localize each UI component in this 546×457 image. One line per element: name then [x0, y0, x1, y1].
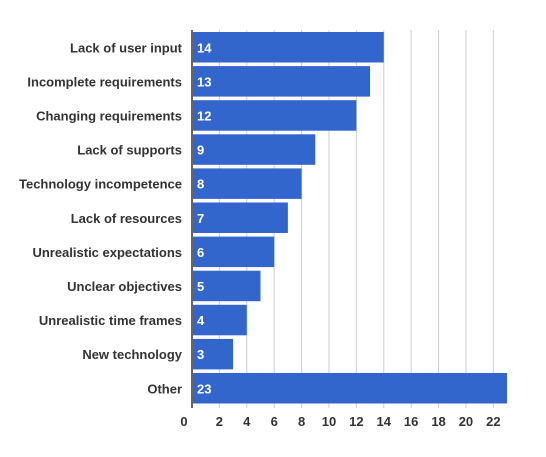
- bar-6: [193, 236, 275, 268]
- data-label-5: 7: [197, 211, 204, 226]
- category-label-2: Changing requirements: [36, 108, 182, 123]
- axis-layer: 0 2 4 6 8 10 12 14 16 18 20 22: [180, 30, 501, 429]
- data-label-3: 9: [197, 143, 204, 158]
- data-label-4: 8: [197, 177, 204, 192]
- bar-8: [193, 304, 247, 336]
- data-label-10: 23: [197, 381, 211, 396]
- x-tick-label-8: 8: [298, 414, 305, 429]
- category-label-1: Incomplete requirements: [27, 74, 182, 89]
- x-tick-label-22: 22: [486, 414, 500, 429]
- category-label-0: Lack of user input: [70, 40, 183, 55]
- x-tick-label-14: 14: [377, 414, 392, 429]
- data-label-7: 5: [197, 279, 204, 294]
- bar-0: [193, 32, 384, 63]
- category-label-3: Lack of supports: [77, 143, 182, 158]
- bar-7: [193, 270, 261, 302]
- x-tick-label-16: 16: [404, 414, 418, 429]
- bar-layer: [193, 32, 508, 404]
- data-label-6: 6: [197, 245, 204, 260]
- x-tick-label-20: 20: [459, 414, 473, 429]
- category-label-5: Lack of resources: [71, 211, 182, 226]
- x-tick-label-12: 12: [349, 414, 363, 429]
- data-label-8: 4: [197, 313, 205, 328]
- x-tick-label-10: 10: [322, 414, 336, 429]
- bar-1: [193, 66, 371, 97]
- data-label-9: 3: [197, 347, 204, 362]
- data-label-1: 13: [197, 74, 211, 89]
- bar-10: [193, 373, 508, 404]
- bar-2: [193, 100, 357, 131]
- category-label-4: Technology incompetence: [19, 177, 182, 192]
- category-label-10: Other: [147, 381, 182, 396]
- category-label-7: Unclear objectives: [67, 279, 182, 294]
- x-tick-label-6: 6: [271, 414, 278, 429]
- category-label-8: Unrealistic time frames: [39, 313, 182, 328]
- x-tick-label-18: 18: [431, 414, 445, 429]
- data-label-2: 12: [197, 108, 211, 123]
- category-label-6: Unrealistic expectations: [32, 245, 182, 260]
- bar-5: [193, 202, 288, 233]
- bar-4: [193, 168, 302, 199]
- x-tick-label-4: 4: [243, 414, 251, 429]
- bar-9: [193, 338, 234, 370]
- label-layer: 14 Lack of user input 13 Incomplete require…: [19, 40, 212, 396]
- x-tick-label-0: 0: [180, 414, 187, 429]
- bar-3: [193, 134, 316, 165]
- x-tick-label-2: 2: [216, 414, 223, 429]
- data-label-0: 14: [197, 40, 212, 55]
- category-label-9: New technology: [82, 347, 182, 362]
